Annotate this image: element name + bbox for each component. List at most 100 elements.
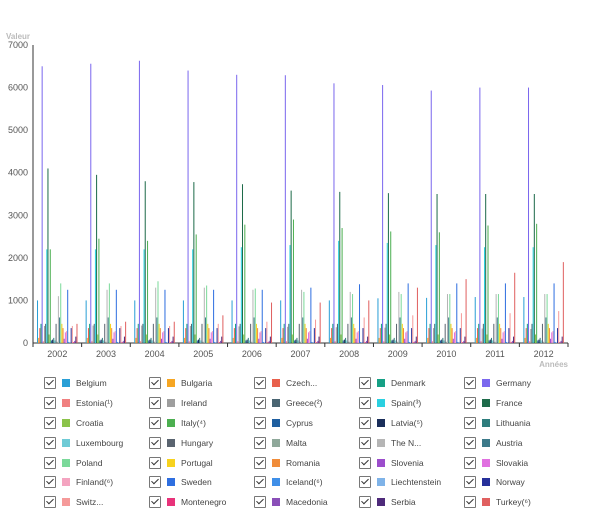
bar[interactable] <box>193 182 195 343</box>
legend-checkbox[interactable] <box>464 456 476 469</box>
legend-item[interactable]: Austria <box>458 433 563 453</box>
legend-item[interactable]: Germany <box>458 373 563 393</box>
bar[interactable] <box>357 331 359 343</box>
bar[interactable] <box>406 331 408 343</box>
bar[interactable] <box>269 336 271 343</box>
bar[interactable] <box>489 339 491 343</box>
bar[interactable] <box>173 321 175 343</box>
bar[interactable] <box>479 87 481 343</box>
bar[interactable] <box>39 328 41 343</box>
legend-item[interactable]: Slovakia <box>458 453 563 473</box>
bar[interactable] <box>167 328 169 343</box>
bar[interactable] <box>255 323 257 343</box>
bar[interactable] <box>235 323 237 343</box>
legend-item[interactable]: Denmark <box>353 373 458 393</box>
bar[interactable] <box>411 328 413 343</box>
bar[interactable] <box>266 321 268 343</box>
bar[interactable] <box>429 323 431 343</box>
bar[interactable] <box>236 74 238 344</box>
bar[interactable] <box>441 339 443 343</box>
bar[interactable] <box>267 342 269 343</box>
bar[interactable] <box>348 341 350 343</box>
bar[interactable] <box>90 63 92 343</box>
bar[interactable] <box>136 328 138 343</box>
bar[interactable] <box>352 294 354 343</box>
legend-item[interactable]: France <box>458 393 563 413</box>
bar[interactable] <box>460 313 462 343</box>
bar[interactable] <box>306 338 308 343</box>
bar[interactable] <box>400 294 402 343</box>
bar[interactable] <box>140 341 142 343</box>
bar[interactable] <box>120 325 122 343</box>
bar[interactable] <box>398 291 400 343</box>
bar[interactable] <box>477 328 479 343</box>
bar[interactable] <box>547 323 549 343</box>
bar[interactable] <box>164 289 166 343</box>
bar[interactable] <box>135 337 137 343</box>
bar[interactable] <box>508 328 510 343</box>
bar[interactable] <box>240 247 242 343</box>
bar[interactable] <box>206 285 208 343</box>
bar[interactable] <box>528 87 530 343</box>
bar[interactable] <box>541 323 543 343</box>
legend-item[interactable]: Iceland(⁶) <box>248 472 353 492</box>
bar[interactable] <box>391 340 393 343</box>
bar[interactable] <box>162 332 164 343</box>
legend-checkbox[interactable] <box>464 376 476 389</box>
bar[interactable] <box>340 334 342 343</box>
legend-checkbox[interactable] <box>254 416 266 429</box>
bar[interactable] <box>203 287 205 343</box>
bar[interactable] <box>107 317 109 343</box>
bar[interactable] <box>530 328 532 343</box>
bar[interactable] <box>484 247 486 343</box>
bar[interactable] <box>557 328 559 343</box>
bar[interactable] <box>217 323 219 343</box>
legend-item[interactable]: Finland(⁶) <box>38 472 143 492</box>
bar[interactable] <box>54 340 56 343</box>
bar[interactable] <box>355 338 357 343</box>
bar[interactable] <box>537 340 539 343</box>
bar[interactable] <box>287 326 289 343</box>
bar[interactable] <box>245 340 247 343</box>
bar[interactable] <box>347 323 349 343</box>
bar[interactable] <box>72 342 75 343</box>
bar[interactable] <box>201 323 203 343</box>
bar[interactable] <box>390 231 392 343</box>
bar[interactable] <box>292 219 294 343</box>
bar[interactable] <box>122 340 124 343</box>
bar[interactable] <box>125 321 127 343</box>
legend-item[interactable]: Latvia(⁵) <box>353 413 458 433</box>
bar[interactable] <box>91 341 93 343</box>
bar[interactable] <box>280 300 282 343</box>
bar[interactable] <box>310 287 312 343</box>
bar[interactable] <box>87 328 89 343</box>
bar[interactable] <box>550 338 552 343</box>
legend-checkbox[interactable] <box>359 436 371 449</box>
legend-item[interactable]: Croatia <box>38 413 143 433</box>
bar[interactable] <box>231 300 233 343</box>
bar[interactable] <box>147 240 149 343</box>
bar[interactable] <box>435 245 437 343</box>
legend-checkbox[interactable] <box>44 476 56 489</box>
bar[interactable] <box>402 328 405 343</box>
bar[interactable] <box>331 328 333 343</box>
bar[interactable] <box>137 323 139 343</box>
legend-item[interactable]: Ireland <box>143 393 248 413</box>
legend-checkbox[interactable] <box>359 376 371 389</box>
legend-item[interactable]: Italy(⁴) <box>143 413 248 433</box>
legend-checkbox[interactable] <box>254 476 266 489</box>
bar[interactable] <box>459 328 461 343</box>
bar[interactable] <box>367 336 369 343</box>
bar[interactable] <box>463 340 465 343</box>
bar[interactable] <box>506 341 508 343</box>
bar[interactable] <box>504 283 506 343</box>
legend-checkbox[interactable] <box>149 496 161 509</box>
bar[interactable] <box>261 289 263 343</box>
bar[interactable] <box>182 300 184 343</box>
bar[interactable] <box>239 323 241 343</box>
bar[interactable] <box>359 284 361 343</box>
bar[interactable] <box>319 302 321 343</box>
legend-item[interactable]: Hungary <box>143 433 248 453</box>
bar[interactable] <box>457 341 459 343</box>
bar[interactable] <box>304 323 306 343</box>
